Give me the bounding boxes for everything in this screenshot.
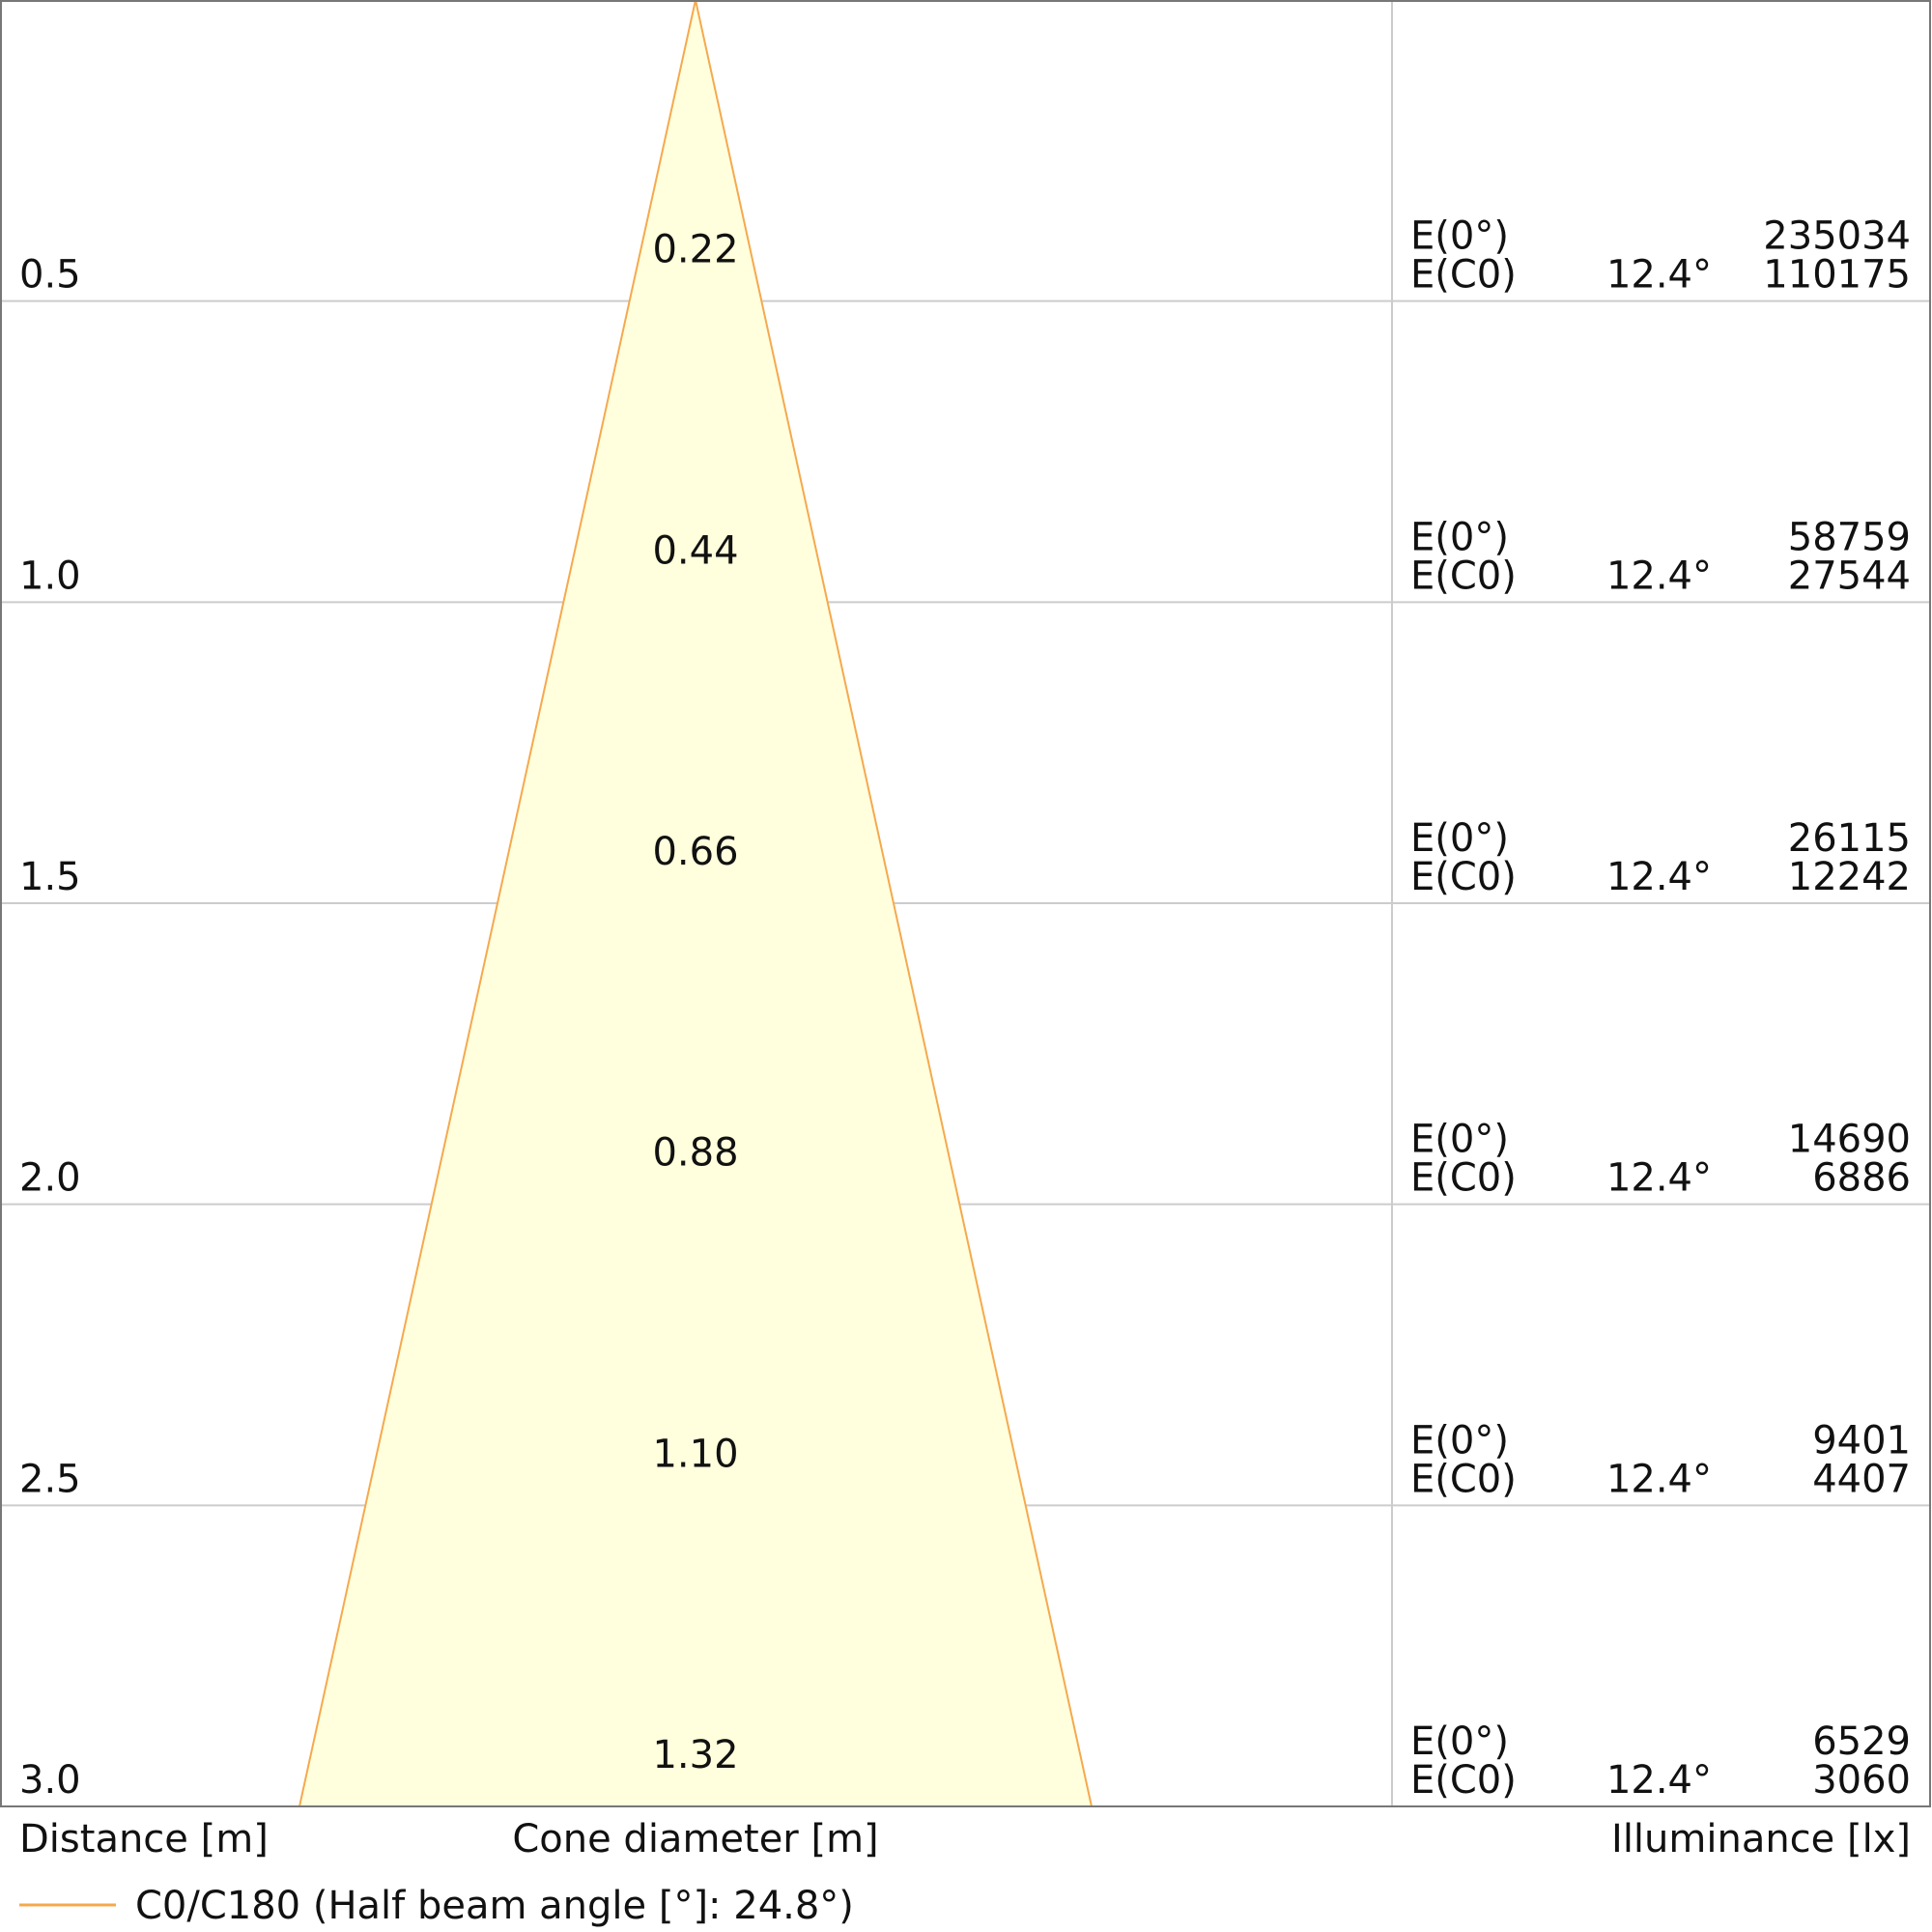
- e-c0-value: 27544: [1788, 554, 1911, 598]
- e-center-label: E(0°): [1410, 1118, 1509, 1162]
- half-angle-value: 12.4°: [1606, 1457, 1712, 1501]
- legend-label: C0/C180 (Half beam angle [°]: 24.8°): [135, 1884, 854, 1928]
- e-c0-label: E(C0): [1410, 253, 1517, 298]
- e-c0-value: 6886: [1812, 1156, 1911, 1201]
- illuminance-axis-label: Illuminance [lx]: [1611, 1817, 1911, 1861]
- distance-tick-label: 2.0: [19, 1156, 81, 1201]
- half-angle-value: 12.4°: [1606, 253, 1712, 298]
- cone-diameter-label: 0.22: [652, 228, 738, 272]
- cone-diameter-label: 0.88: [652, 1131, 738, 1176]
- distance-tick-label: 1.0: [19, 554, 81, 598]
- e-c0-value: 3060: [1812, 1758, 1911, 1803]
- cone-diameter-label: 1.32: [652, 1733, 738, 1777]
- half-angle-value: 12.4°: [1606, 855, 1712, 899]
- e-center-value: 26115: [1788, 816, 1911, 861]
- cone-diameter-label: 0.66: [652, 830, 738, 874]
- e-center-value: 235034: [1763, 214, 1911, 259]
- half-angle-value: 12.4°: [1606, 1156, 1712, 1201]
- e-c0-value: 4407: [1812, 1457, 1911, 1501]
- e-center-label: E(0°): [1410, 816, 1509, 861]
- e-c0-value: 12242: [1788, 855, 1911, 899]
- e-center-value: 9401: [1812, 1418, 1911, 1463]
- plot-frame: [0, 0, 1931, 1807]
- distance-tick-label: 3.0: [19, 1758, 81, 1803]
- e-c0-label: E(C0): [1410, 1457, 1517, 1501]
- e-c0-label: E(C0): [1410, 1156, 1517, 1201]
- distance-rows: 0.50.22 E(0°)E(C0) 12.4°2350341101751.00.4…: [19, 214, 1911, 1803]
- e-center-label: E(0°): [1410, 1719, 1509, 1764]
- cone-diameter-axis-label: Cone diameter [m]: [512, 1817, 878, 1861]
- half-angle-value: 12.4°: [1606, 1758, 1712, 1803]
- distance-tick-label: 1.5: [19, 855, 81, 899]
- e-center-label: E(0°): [1410, 214, 1509, 259]
- e-center-value: 6529: [1812, 1719, 1911, 1764]
- e-c0-label: E(C0): [1410, 1758, 1517, 1803]
- e-center-value: 14690: [1788, 1118, 1911, 1162]
- e-center-value: 58759: [1788, 515, 1911, 559]
- e-c0-value: 110175: [1763, 253, 1911, 298]
- e-c0-label: E(C0): [1410, 855, 1517, 899]
- cone-diameter-label: 0.44: [652, 528, 738, 573]
- e-c0-label: E(C0): [1410, 554, 1517, 598]
- distance-tick-label: 0.5: [19, 253, 81, 298]
- distance-axis-label: Distance [m]: [19, 1817, 269, 1861]
- distance-tick-label: 2.5: [19, 1457, 81, 1501]
- cone-diameter-label: 1.10: [652, 1432, 738, 1476]
- half-angle-value: 12.4°: [1606, 554, 1712, 598]
- e-center-label: E(0°): [1410, 515, 1509, 559]
- e-center-label: E(0°): [1410, 1418, 1509, 1463]
